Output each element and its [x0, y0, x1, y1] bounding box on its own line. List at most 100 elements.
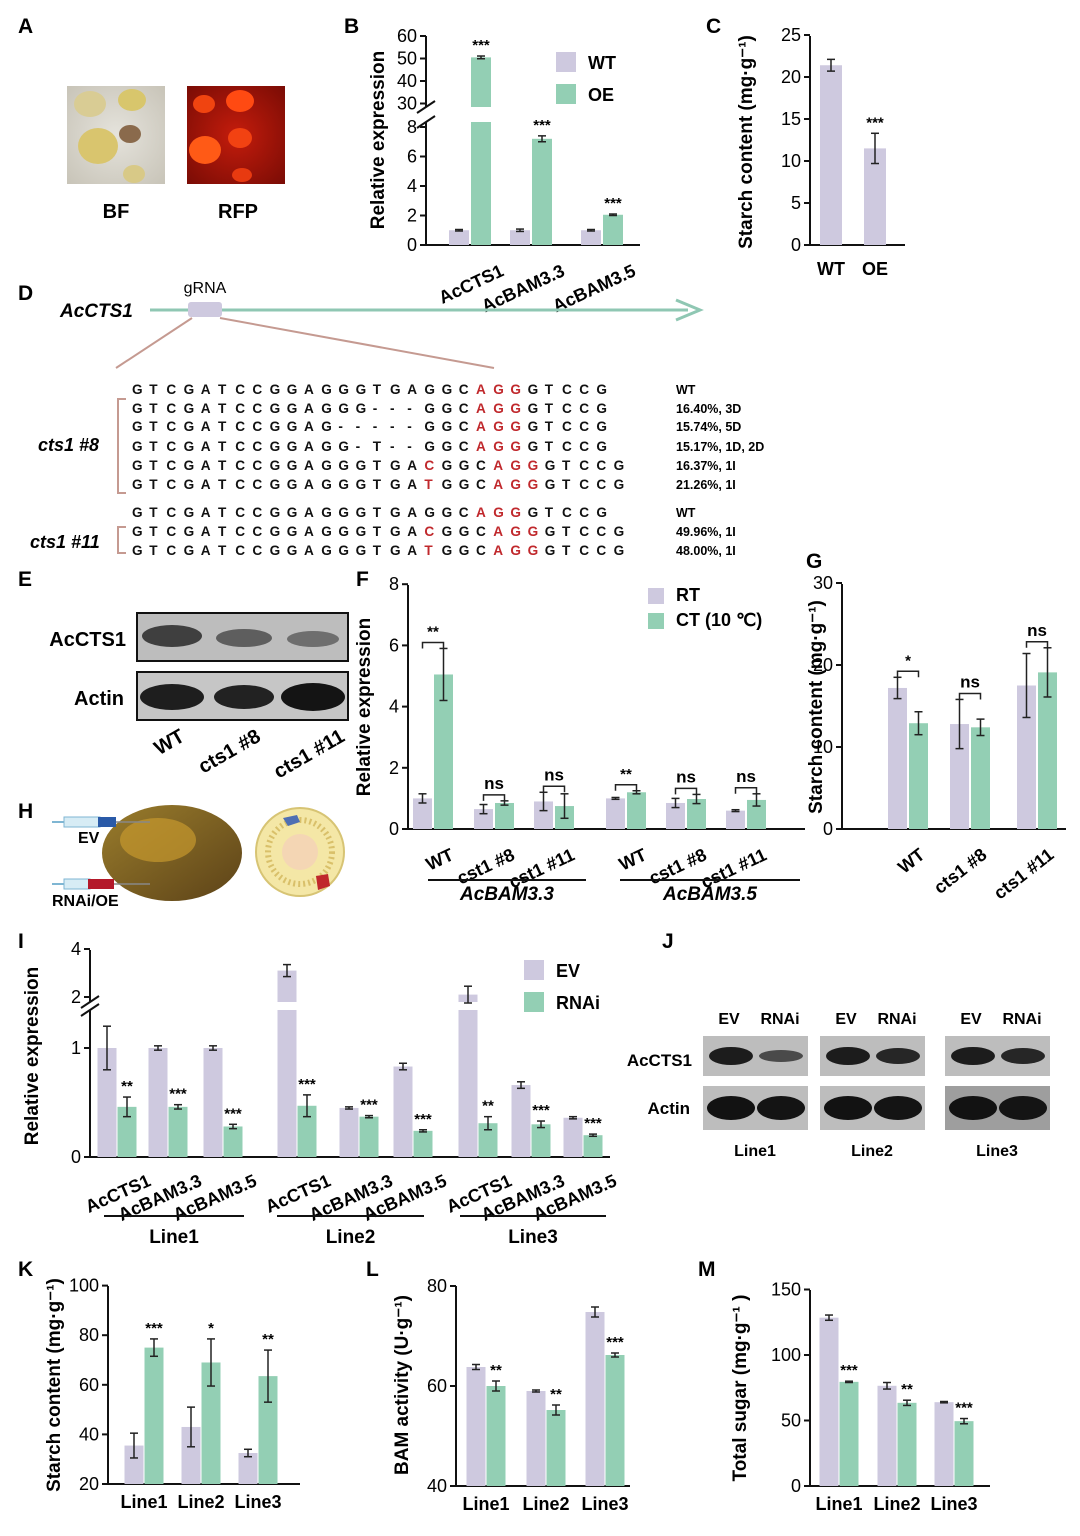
y-tick-label: 20: [781, 67, 801, 87]
band: [999, 1096, 1047, 1120]
base: G: [287, 477, 298, 492]
base: T: [218, 543, 227, 558]
base: C: [476, 543, 486, 558]
base: G: [614, 458, 625, 473]
base: G: [596, 401, 607, 416]
group-label: Line2: [326, 1227, 376, 1248]
panel-label-g: G: [806, 550, 822, 573]
base: C: [235, 401, 245, 416]
band: [1001, 1048, 1045, 1064]
blot-line-label: Line3: [976, 1143, 1018, 1160]
bar: [839, 1381, 859, 1486]
significance-label: ***: [533, 117, 551, 134]
group-cts1-11: cts1 #11: [30, 532, 100, 552]
gene-name: AcCTS1: [59, 301, 133, 322]
base: G: [459, 543, 470, 558]
blot-row-actin: Actin: [74, 688, 124, 710]
category-label: OE: [862, 259, 888, 279]
legend-label: CT (10 ℃): [676, 610, 762, 630]
legend-swatch: [524, 960, 544, 980]
base: T: [218, 382, 227, 397]
grna-label: gRNA: [184, 280, 227, 297]
axis-break-mark: [80, 995, 100, 1009]
band: [757, 1096, 805, 1120]
base: T: [562, 543, 571, 558]
bf-label: BF: [103, 201, 130, 223]
bar: [203, 1048, 223, 1157]
y-tick-label: 8: [407, 117, 417, 137]
significance-label: ns: [676, 767, 696, 786]
base: T: [373, 439, 382, 454]
significance-bracket: [614, 784, 638, 791]
panel-h: EV RNAi/OE: [52, 805, 345, 910]
base: G: [321, 524, 332, 539]
blot-row-actin: Actin: [648, 1099, 691, 1118]
base: G: [287, 505, 298, 520]
significance-bracket: [542, 785, 566, 793]
band: [216, 629, 272, 647]
significance-bracket: [1025, 641, 1049, 648]
panel-label-f: F: [356, 568, 369, 591]
y-axis-label: Relative expression: [368, 51, 389, 229]
base: T: [373, 524, 382, 539]
bar: [627, 792, 646, 829]
base: T: [373, 382, 382, 397]
row-label: 15.17%, 1D, 2D: [676, 440, 764, 454]
base: G: [184, 439, 195, 454]
base: C: [579, 382, 589, 397]
row-label: WT: [676, 506, 696, 520]
significance-label: ***: [584, 1115, 602, 1132]
bar: [413, 798, 432, 829]
base: C: [579, 401, 589, 416]
base: T: [149, 439, 158, 454]
base: A: [493, 477, 503, 492]
bar: [168, 1106, 188, 1157]
base: A: [201, 458, 211, 473]
bar: [877, 1385, 897, 1486]
base: C: [235, 458, 245, 473]
band: [949, 1096, 997, 1120]
bracket-cts1-11: [117, 526, 126, 554]
base: C: [235, 505, 245, 520]
significance-bracket: [958, 692, 982, 700]
bar: [747, 799, 766, 829]
base: A: [476, 439, 486, 454]
base: -: [356, 419, 361, 434]
y-axis-label: BAM activity (U·g⁻¹): [392, 1295, 413, 1475]
base: G: [184, 477, 195, 492]
base: T: [373, 458, 382, 473]
lane-cts1-11: cts1 #11: [270, 725, 348, 783]
y-tick-label: 1: [71, 1038, 81, 1058]
sequence-row: G T C G A T C C G G A G G G T G A C G G C A G G G T C C G 16.37%, 1I: [132, 458, 736, 473]
base: A: [304, 477, 314, 492]
base: T: [373, 477, 382, 492]
base: G: [321, 543, 332, 558]
base: G: [270, 439, 281, 454]
base: C: [596, 477, 606, 492]
base: G: [510, 477, 521, 492]
base: -: [407, 419, 412, 434]
significance-bracket: [674, 787, 698, 795]
ev-label: EV: [78, 830, 100, 847]
base: C: [235, 439, 245, 454]
category-label: WT: [423, 844, 457, 874]
base: T: [149, 505, 158, 520]
significance-label: **: [901, 1381, 913, 1398]
significance-bracket: [896, 670, 920, 678]
category-label: Line1: [815, 1494, 862, 1514]
significance-label: ns: [960, 672, 980, 691]
base: C: [235, 419, 245, 434]
bar: [510, 230, 530, 245]
bar: [458, 1010, 478, 1157]
y-tick-label: 0: [407, 235, 417, 255]
base: G: [390, 543, 401, 558]
base: T: [562, 477, 571, 492]
band: [874, 1096, 922, 1120]
base: A: [304, 543, 314, 558]
base: G: [528, 458, 539, 473]
bar: [819, 1317, 839, 1486]
base: G: [442, 458, 453, 473]
